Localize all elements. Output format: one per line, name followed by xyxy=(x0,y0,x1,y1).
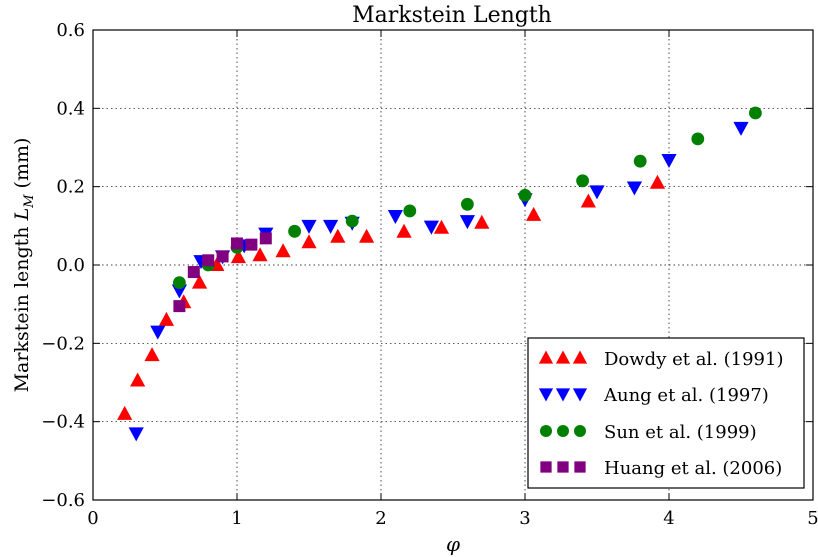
series-triangle-up xyxy=(117,174,666,420)
data-point-square xyxy=(245,238,258,251)
data-point-triangle-down xyxy=(459,215,475,230)
data-point-triangle-up xyxy=(275,243,291,258)
data-point-triangle-down xyxy=(171,284,187,299)
y-tick-label: 0.6 xyxy=(56,20,85,41)
data-point-triangle-up xyxy=(158,311,175,326)
data-point-circle xyxy=(173,276,186,290)
legend-marker-circle xyxy=(540,425,552,437)
x-axis-label: φ xyxy=(446,532,460,556)
legend-label: Huang et al. (2006) xyxy=(604,458,782,479)
data-point-circle xyxy=(345,214,359,228)
data-point-circle xyxy=(288,224,301,238)
data-point-triangle-down xyxy=(323,219,339,234)
legend-marker-square xyxy=(574,461,586,473)
data-point-triangle-up xyxy=(526,206,542,221)
y-tick-label: 0.2 xyxy=(56,177,85,198)
data-point-triangle-down xyxy=(661,154,677,169)
data-point-circle xyxy=(691,132,705,146)
data-point-circle xyxy=(403,204,417,218)
x-tick-label: 1 xyxy=(231,508,242,529)
data-point-triangle-up xyxy=(117,405,133,420)
series-circle xyxy=(173,106,762,290)
data-point-circle xyxy=(461,197,474,211)
data-point-triangle-down xyxy=(150,325,166,340)
data-point-triangle-up xyxy=(580,193,596,208)
x-tick-label: 5 xyxy=(807,508,818,529)
series-square xyxy=(173,232,272,313)
data-point-square xyxy=(187,266,200,279)
legend-marker-circle xyxy=(574,425,586,437)
data-point-triangle-down xyxy=(733,121,749,136)
data-point-triangle-up xyxy=(330,228,346,243)
legend-marker-triangle-up xyxy=(572,350,588,364)
data-point-triangle-up xyxy=(301,234,317,249)
legend-marker-square xyxy=(557,461,569,473)
x-tick-label: 4 xyxy=(663,508,674,529)
legend-marker-triangle-down xyxy=(538,388,554,402)
data-point-triangle-down xyxy=(301,219,317,234)
data-point-square xyxy=(202,254,215,267)
legend: Dowdy et al. (1991) Aung et al. (1997) Sun… xyxy=(527,337,805,489)
x-tick-label: 3 xyxy=(519,508,530,529)
data-point-triangle-up xyxy=(433,219,450,234)
data-point-square xyxy=(173,300,186,313)
y-tick-label: 0.0 xyxy=(56,255,85,276)
data-point-circle xyxy=(518,188,532,202)
plot-frame xyxy=(92,29,814,501)
y-tick-label: −0.2 xyxy=(41,333,85,354)
data-point-circle xyxy=(749,106,762,120)
data-point-triangle-up xyxy=(252,247,268,262)
data-point-square xyxy=(216,250,229,263)
data-point-triangle-down xyxy=(589,185,605,200)
data-point-triangle-down xyxy=(387,210,403,225)
data-point-triangle-up xyxy=(144,347,160,362)
data-point-triangle-up xyxy=(230,249,247,264)
data-point-triangle-up xyxy=(191,274,208,289)
data-point-triangle-up xyxy=(359,228,375,243)
chart-title: Markstein Length xyxy=(352,3,552,28)
x-tick-label: 2 xyxy=(375,508,386,529)
y-axis-label: Markstein length LM (mm) xyxy=(11,138,37,393)
data-point-circle xyxy=(633,154,647,168)
legend-label: Dowdy et al. (1991) xyxy=(604,349,783,370)
legend-label: Aung et al. (1997) xyxy=(603,385,769,406)
y-tick-label: −0.4 xyxy=(41,412,85,433)
data-point-triangle-down xyxy=(626,181,643,196)
data-point-circle xyxy=(576,174,589,188)
data-points xyxy=(117,106,762,442)
axis-ticks: 0 1 2 3 4 5 −0.6 −0.4 −0.2 0.0 0.2 0.4 0.6 xyxy=(41,20,818,529)
legend-marker-square xyxy=(540,461,552,473)
legend-marker-triangle-up xyxy=(555,350,571,364)
legend-marker-triangle-down xyxy=(555,388,571,402)
data-point-triangle-up xyxy=(130,372,146,387)
data-point-triangle-down xyxy=(423,220,439,235)
legend-marker-triangle-up xyxy=(538,350,554,364)
legend-marker-circle xyxy=(557,425,569,437)
data-point-triangle-up xyxy=(649,174,666,189)
data-point-square xyxy=(231,237,243,250)
data-point-triangle-down xyxy=(128,427,144,442)
y-tick-label: −0.6 xyxy=(41,490,85,511)
y-tick-label: 0.4 xyxy=(56,98,85,119)
data-point-square xyxy=(259,232,272,245)
legend-label: Sun et al. (1999) xyxy=(604,422,757,443)
legend-marker-triangle-down xyxy=(572,388,588,402)
data-point-triangle-up xyxy=(474,214,490,229)
x-tick-label: 0 xyxy=(87,508,98,529)
data-point-triangle-up xyxy=(396,223,412,238)
